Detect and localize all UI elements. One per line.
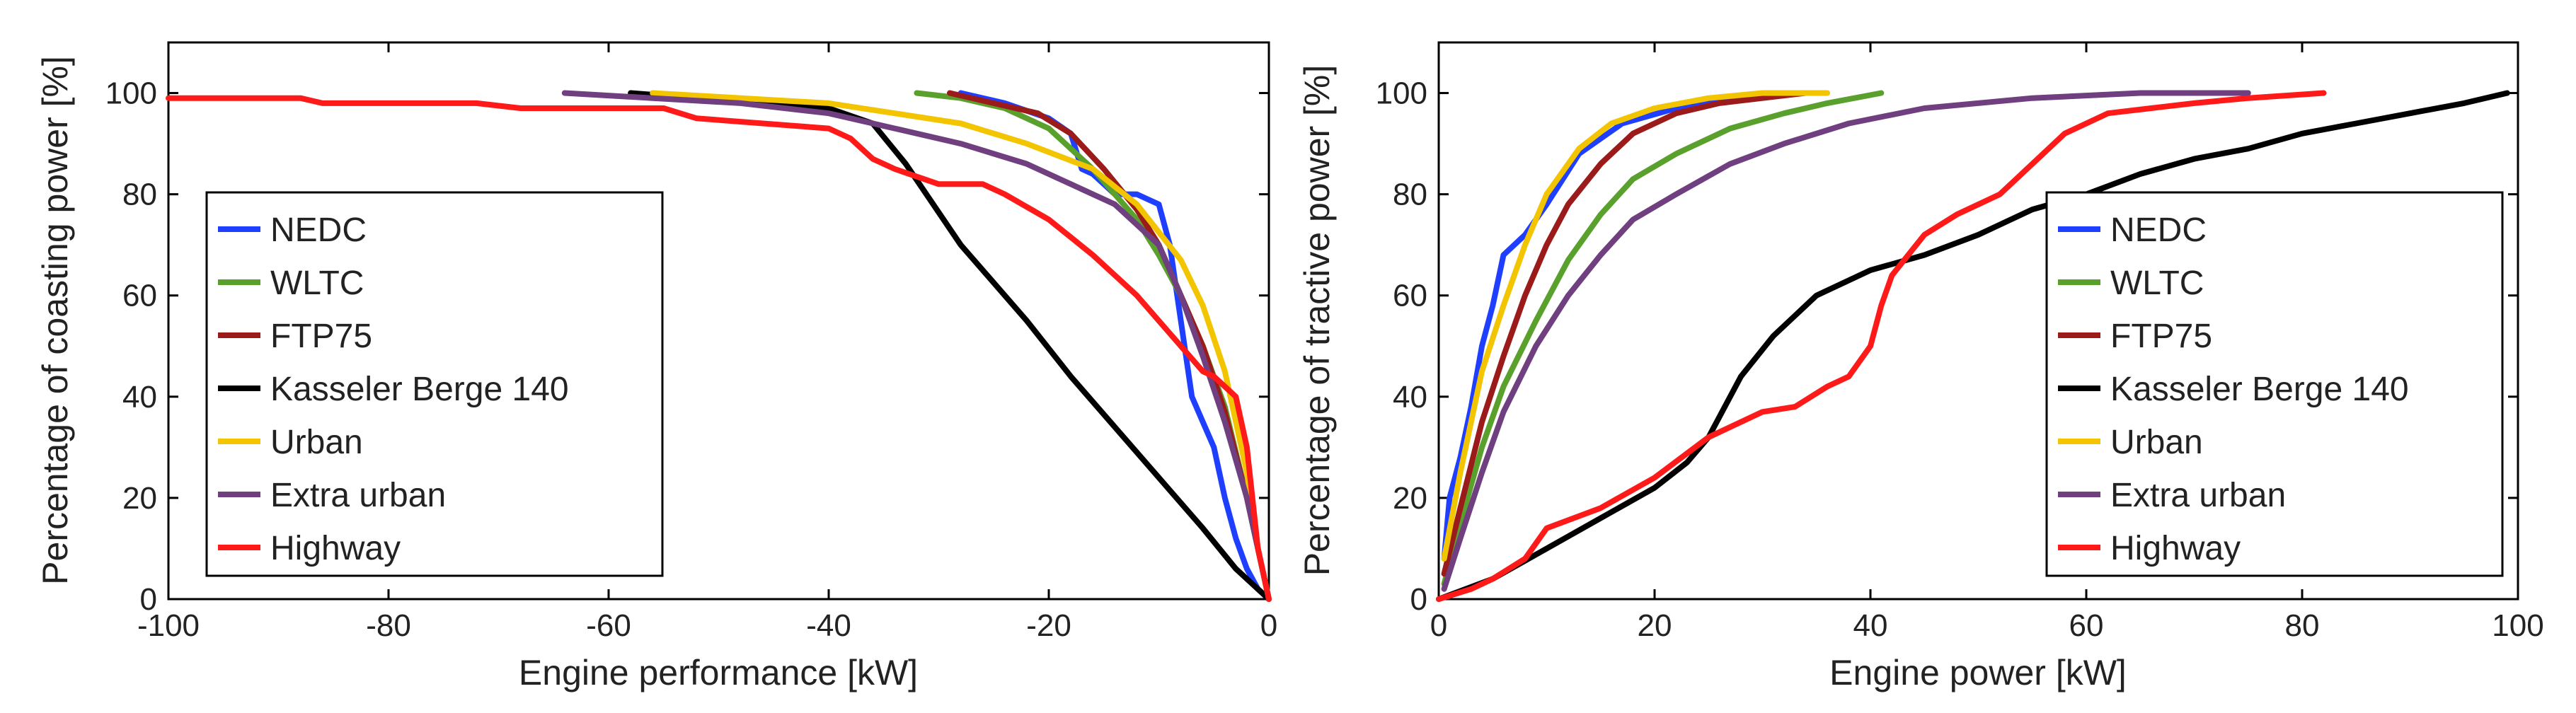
legend-label: WLTC — [2110, 265, 2204, 302]
y-tick-label: 0 — [1410, 582, 1427, 617]
series-line-kasseler-berge-140 — [628, 90, 1272, 602]
y-tick-label: 20 — [122, 481, 157, 516]
legend-entry-extra-urban: Extra urban — [2058, 477, 2286, 514]
x-tick-label: 60 — [2069, 608, 2104, 643]
series-line-extra-urban — [1441, 90, 2251, 592]
legend-label: Kasseler Berge 140 — [2110, 371, 2409, 408]
legend-label: Kasseler Berge 140 — [270, 371, 569, 408]
y-tick-label: 80 — [1393, 178, 1427, 212]
y-tick-label: 60 — [1393, 279, 1427, 313]
series-line-highway — [166, 95, 1272, 602]
x-axis-label: Engine power [kW] — [1829, 653, 2127, 692]
x-axis-label: Engine performance [kW] — [519, 653, 918, 692]
y-tick-label: 20 — [1393, 481, 1427, 516]
y-tick-label: 80 — [122, 178, 157, 212]
legend-label: Highway — [2110, 530, 2241, 567]
series-group — [166, 90, 1272, 602]
legend-entry-extra-urban: Extra urban — [218, 477, 446, 514]
plot-frame — [1437, 41, 2519, 601]
y-axis-label: Percentage of tractive power [%] — [1297, 65, 1337, 576]
legend-entry-highway: Highway — [218, 530, 401, 567]
chart-coasting-power: -100 -80 -60 -40 -20 0 0 20 40 60 80 100 Engine per… — [35, 41, 1277, 692]
legend-entry-urban: Urban — [218, 424, 363, 461]
legend: NEDC WLTC FTP75 Kasseler Berge 140 Urban Extr… — [2045, 191, 2504, 577]
legend-label: Extra urban — [2110, 477, 2286, 514]
legend-label: NEDC — [2110, 211, 2207, 249]
series-group — [1436, 90, 2510, 602]
series-line-extra-urban — [561, 90, 1272, 602]
x-tick-label: 80 — [2285, 608, 2320, 643]
x-tick-label: -80 — [366, 608, 411, 643]
legend: NEDC WLTC FTP75 Kasseler Berge 140 Urban Extr… — [205, 191, 664, 577]
legend-entry-kasseler-berge-140: Kasseler Berge 140 — [2058, 371, 2409, 408]
legend-label: Urban — [2110, 424, 2203, 461]
legend-label: FTP75 — [270, 318, 372, 355]
y-tick-label: 60 — [122, 279, 157, 313]
y-tick-label: 100 — [1376, 76, 1427, 111]
y-tick-label: 40 — [1393, 380, 1427, 415]
legend-entry-nedc: NEDC — [218, 211, 367, 249]
legend-entry-wltc: WLTC — [218, 265, 364, 302]
x-tick-label: 100 — [2492, 608, 2543, 643]
series-line-ftp75 — [1441, 90, 1809, 577]
chart-tractive-power: 0 20 40 60 80 100 0 20 40 60 80 100 Engine power [k… — [1297, 41, 2544, 692]
legend-entry-urban: Urban — [2058, 424, 2203, 461]
y-tick-label: 40 — [122, 380, 157, 415]
x-tick-label: -60 — [586, 608, 631, 643]
legend-label: NEDC — [270, 211, 367, 249]
x-tick-label: 20 — [1638, 608, 1672, 643]
axis-ticks: 0 20 40 60 80 100 0 20 40 60 80 100 — [1376, 42, 2544, 643]
x-tick-label: -20 — [1026, 608, 1071, 643]
y-axis-label: Percentage of coasting power [%] — [35, 56, 75, 585]
legend-entry-wltc: WLTC — [2058, 265, 2204, 302]
x-tick-label: 0 — [1260, 608, 1277, 643]
x-tick-label: 0 — [1430, 608, 1447, 643]
series-line-nedc — [1441, 90, 1798, 562]
legend-label: WLTC — [270, 265, 364, 302]
legend-box — [2045, 191, 2504, 577]
x-tick-label: -100 — [137, 608, 200, 643]
axis-ticks: -100 -80 -60 -40 -20 0 0 20 40 60 80 100 — [105, 42, 1277, 643]
series-line-urban — [1441, 90, 1830, 562]
y-tick-label: 100 — [105, 76, 157, 111]
legend-label: FTP75 — [2110, 318, 2212, 355]
series-line-urban — [650, 90, 1272, 602]
legend-entry-highway: Highway — [2058, 530, 2241, 567]
legend-entry-ftp75: FTP75 — [218, 318, 372, 355]
legend-box — [205, 191, 664, 577]
legend-label: Highway — [270, 530, 401, 567]
series-line-wltc — [1441, 90, 1885, 587]
legend-label: Extra urban — [270, 477, 446, 514]
series-line-highway — [1436, 90, 2327, 602]
legend-entry-nedc: NEDC — [2058, 211, 2207, 249]
legend-label: Urban — [270, 424, 363, 461]
plot-frame — [167, 41, 1270, 601]
x-tick-label: -40 — [806, 608, 851, 643]
x-tick-label: 40 — [1853, 608, 1888, 643]
series-line-kasseler-berge-140 — [1436, 90, 2510, 602]
y-tick-label: 0 — [140, 582, 157, 617]
legend-entry-kasseler-berge-140: Kasseler Berge 140 — [218, 371, 569, 408]
legend-entry-ftp75: FTP75 — [2058, 318, 2212, 355]
